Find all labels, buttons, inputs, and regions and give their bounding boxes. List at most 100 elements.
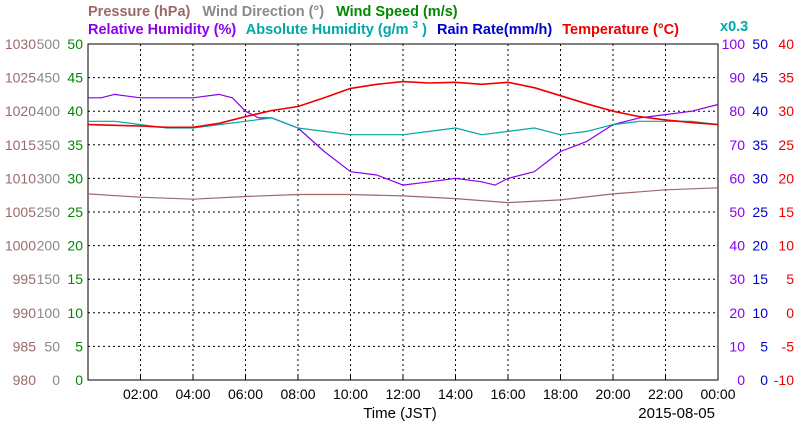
- pressure-tick-label: 1030: [5, 36, 36, 52]
- wind-speed-tick-label: 10: [67, 305, 83, 321]
- x-tick-label: 12:00: [385, 386, 420, 402]
- legend-rain-rate-text: Rain Rate(mm/h): [437, 22, 552, 38]
- x-tick-label: 08:00: [280, 386, 315, 402]
- legend-pressure-text: Pressure (hPa): [88, 4, 191, 20]
- humidity-tick-label: 80: [729, 103, 745, 119]
- relative-humidity-line: [88, 93, 719, 186]
- legend-humidity-text: Relative Humidity (%): [88, 22, 236, 38]
- wind-direction-tick-label: 350: [37, 137, 61, 153]
- wind-speed-tick-label: 20: [67, 238, 83, 254]
- axes: [87, 43, 719, 381]
- wind-direction-tick-label: 400: [37, 103, 61, 119]
- wind-speed-tick-label: 0: [75, 372, 83, 388]
- temperature-tick-label: 20: [778, 170, 794, 186]
- temperature-tick-label: 10: [778, 238, 794, 254]
- legend-abs-humidity-superscript: 3: [413, 20, 419, 31]
- wind-speed-tick-label: 15: [67, 271, 83, 287]
- x-tick-label: 04:00: [175, 386, 210, 402]
- temperature-tick-label: 30: [778, 103, 794, 119]
- x-tick-label: 00:00: [700, 386, 735, 402]
- pressure-tick-label: 985: [13, 338, 37, 354]
- legend-abs-humidity-text: Absolute Humidity (g/m: [246, 22, 409, 38]
- rain-rate-tick-label: 45: [752, 70, 768, 86]
- wind-speed-tick-label: 45: [67, 70, 83, 86]
- rain-rate-tick-label: 30: [752, 170, 768, 186]
- pressure-tick-label: 1025: [5, 70, 36, 86]
- rain-rate-tick-label: 20: [752, 238, 768, 254]
- wind-direction-tick-label: 0: [52, 372, 60, 388]
- wind-direction-tick-label: 450: [37, 70, 61, 86]
- temperature-tick-label: 0: [786, 305, 794, 321]
- x-axis-label: Time (JST): [363, 405, 437, 422]
- temperature-tick-label: 40: [778, 36, 794, 52]
- temperature-tick-label: -10: [774, 372, 794, 388]
- temperature-tick-label: 15: [778, 204, 794, 220]
- legend-scale-note: x0.3: [720, 19, 748, 35]
- humidity-tick-label: 100: [722, 36, 746, 52]
- humidity-tick-label: 50: [729, 204, 745, 220]
- x-tick-label: 10:00: [333, 386, 368, 402]
- temperature-tick-label: 5: [786, 271, 794, 287]
- wind-direction-tick-label: 200: [37, 238, 61, 254]
- humidity-tick-label: 10: [729, 338, 745, 354]
- legend-wind-direction-text: Wind Direction (°): [202, 4, 324, 20]
- x-tick-label: 02:00: [123, 386, 158, 402]
- pressure-tick-label: 1005: [5, 204, 36, 220]
- temperature-tick-label: 25: [778, 137, 794, 153]
- rain-rate-tick-label: 5: [760, 338, 768, 354]
- x-tick-label: 16:00: [490, 386, 525, 402]
- humidity-tick-label: 20: [729, 305, 745, 321]
- humidity-tick-label: 30: [729, 271, 745, 287]
- rain-rate-tick-label: 0: [760, 372, 768, 388]
- temperature-tick-label: -5: [782, 338, 795, 354]
- grid-lines: [88, 44, 718, 380]
- pressure-line: [87, 187, 719, 204]
- rain-rate-tick-label: 50: [752, 36, 768, 52]
- pressure-tick-label: 1000: [5, 238, 36, 254]
- humidity-tick-label: 70: [729, 137, 745, 153]
- temperature-line: [87, 80, 719, 129]
- x-tick-label: 20:00: [595, 386, 630, 402]
- wind-direction-tick-label: 300: [37, 170, 61, 186]
- humidity-tick-label: 40: [729, 238, 745, 254]
- legend-wind-speed-text: Wind Speed (m/s): [336, 4, 458, 20]
- x-tick-label: 14:00: [438, 386, 473, 402]
- wind-direction-tick-label: 500: [37, 36, 61, 52]
- pressure-tick-label: 1015: [5, 137, 36, 153]
- rain-rate-tick-label: 40: [752, 103, 768, 119]
- legend-temperature-text: Temperature (°C): [562, 22, 679, 38]
- humidity-tick-label: 0: [737, 372, 745, 388]
- x-tick-label: 06:00: [228, 386, 263, 402]
- wind-speed-tick-label: 25: [67, 204, 83, 220]
- wind-speed-tick-label: 50: [67, 36, 83, 52]
- wind-direction-tick-label: 100: [37, 305, 61, 321]
- humidity-tick-label: 90: [729, 70, 745, 86]
- wind-speed-tick-label: 40: [67, 103, 83, 119]
- pressure-tick-label: 1020: [5, 103, 36, 119]
- wind-direction-tick-label: 150: [37, 271, 61, 287]
- rain-rate-tick-label: 25: [752, 204, 768, 220]
- legend-pressure: Pressure (hPa) Wind Direction (°) Wind S…: [88, 4, 458, 20]
- humidity-tick-label: 60: [729, 170, 745, 186]
- pressure-tick-label: 995: [13, 271, 37, 287]
- wind-direction-tick-label: 250: [37, 204, 61, 220]
- wind-direction-tick-label: 50: [44, 338, 60, 354]
- wind-speed-tick-label: 30: [67, 170, 83, 186]
- wind-speed-tick-label: 5: [75, 338, 83, 354]
- wind-speed-tick-label: 35: [67, 137, 83, 153]
- x-tick-label: 22:00: [648, 386, 683, 402]
- pressure-tick-label: 980: [13, 372, 37, 388]
- rain-rate-tick-label: 10: [752, 305, 768, 321]
- rain-rate-tick-label: 15: [752, 271, 768, 287]
- tick-labels: 9809859909951000100510101015102010251030…: [5, 36, 794, 402]
- x-tick-label: 18:00: [543, 386, 578, 402]
- pressure-tick-label: 990: [13, 305, 37, 321]
- temperature-tick-label: 35: [778, 70, 794, 86]
- chart-date: 2015-08-05: [638, 405, 715, 422]
- pressure-tick-label: 1010: [5, 170, 36, 186]
- legend-abs-humidity-close: ): [422, 22, 427, 38]
- rain-rate-tick-label: 35: [752, 137, 768, 153]
- data-series: [87, 80, 719, 204]
